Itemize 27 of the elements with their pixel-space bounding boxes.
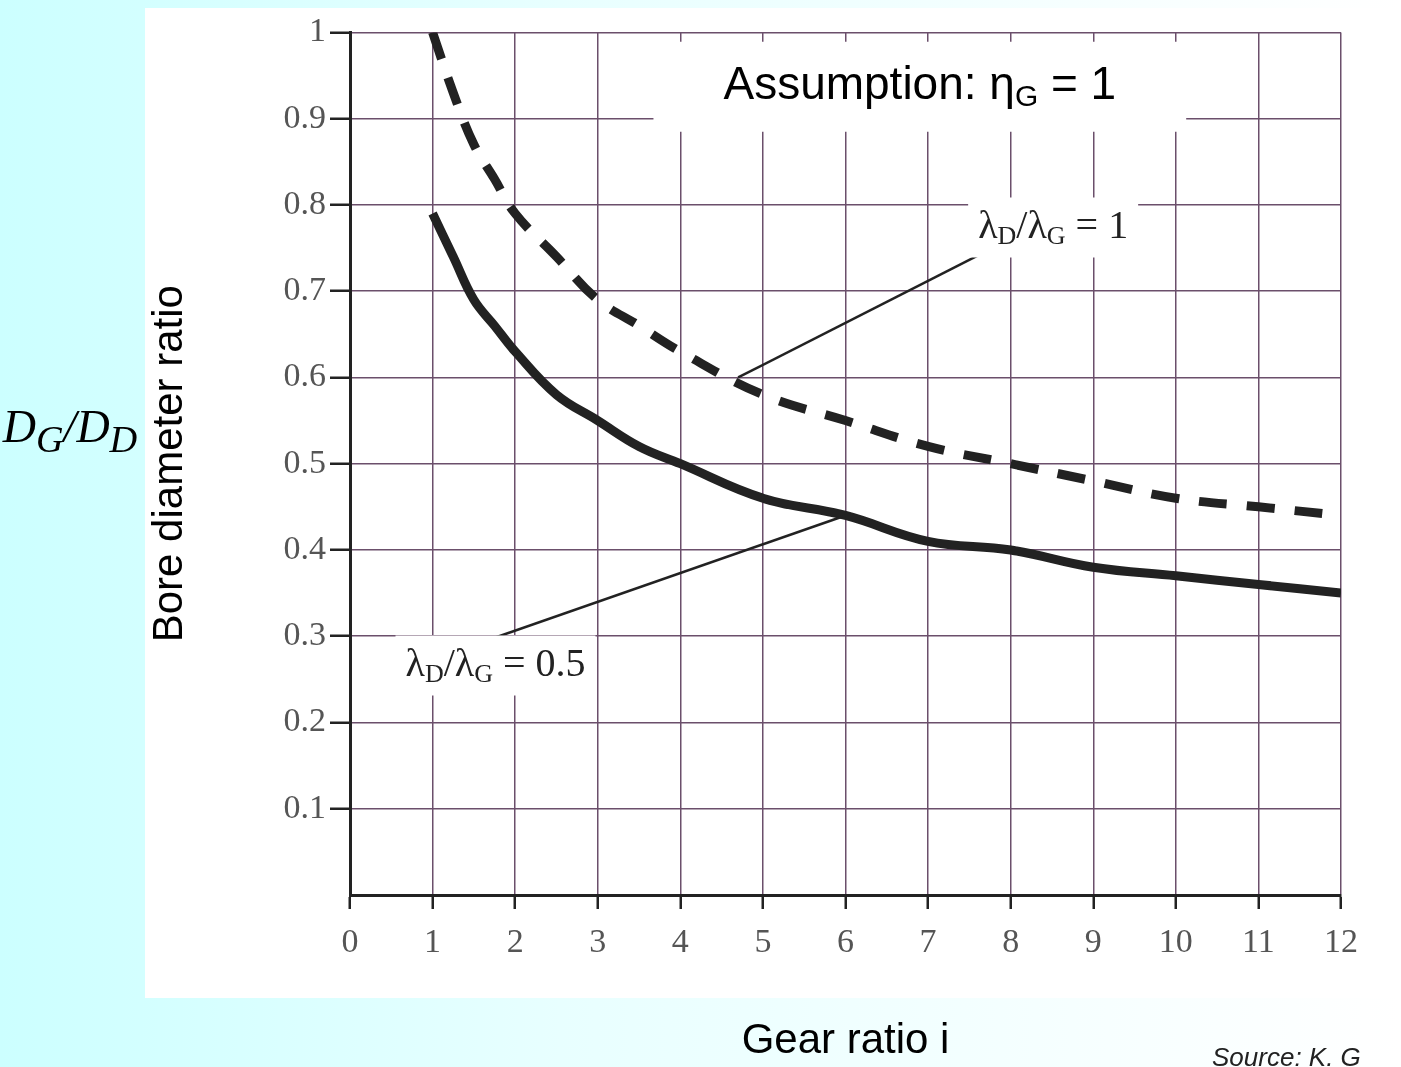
x-tick-label: 6 [837, 922, 854, 960]
x-tick-label: 1 [424, 922, 442, 960]
y-tick-label: 0.5 [283, 442, 326, 480]
y-tick-label: 0.3 [283, 615, 326, 653]
y-tick-label: 0.7 [283, 270, 326, 308]
x-tick-label: 5 [754, 922, 772, 960]
x-tick-label: 2 [506, 922, 524, 960]
text: D$_{G}$/D$_{D}$ [1, 400, 139, 462]
x-tick-label: 10 [1158, 922, 1193, 960]
x-tick-label: 12 [1324, 922, 1358, 960]
x-axis-title: Gear ratio i [741, 1015, 950, 1063]
x-tick-label: 11 [1242, 922, 1275, 960]
x-tick-label: 3 [589, 922, 607, 960]
x-tick-label: 7 [919, 922, 937, 960]
x-tick-label: 0 [341, 922, 359, 960]
y-tick-label: 0.6 [283, 356, 326, 394]
y-tick-label: 1 [309, 11, 326, 49]
source-note: Source: K. G [1212, 1042, 1361, 1067]
x-tick-label: 9 [1084, 922, 1102, 960]
y-tick-label: 0.9 [283, 97, 326, 135]
y-tick-label: 0.1 [283, 787, 326, 825]
y-tick-label: 0.2 [283, 701, 326, 739]
y-axis-title: Bore diameter ratio [143, 285, 191, 643]
y-tick-label: 0.4 [283, 528, 326, 566]
y-tick-label: 0.8 [283, 183, 326, 221]
x-tick-label: 8 [1002, 922, 1020, 960]
x-tick-label: 4 [671, 922, 689, 960]
